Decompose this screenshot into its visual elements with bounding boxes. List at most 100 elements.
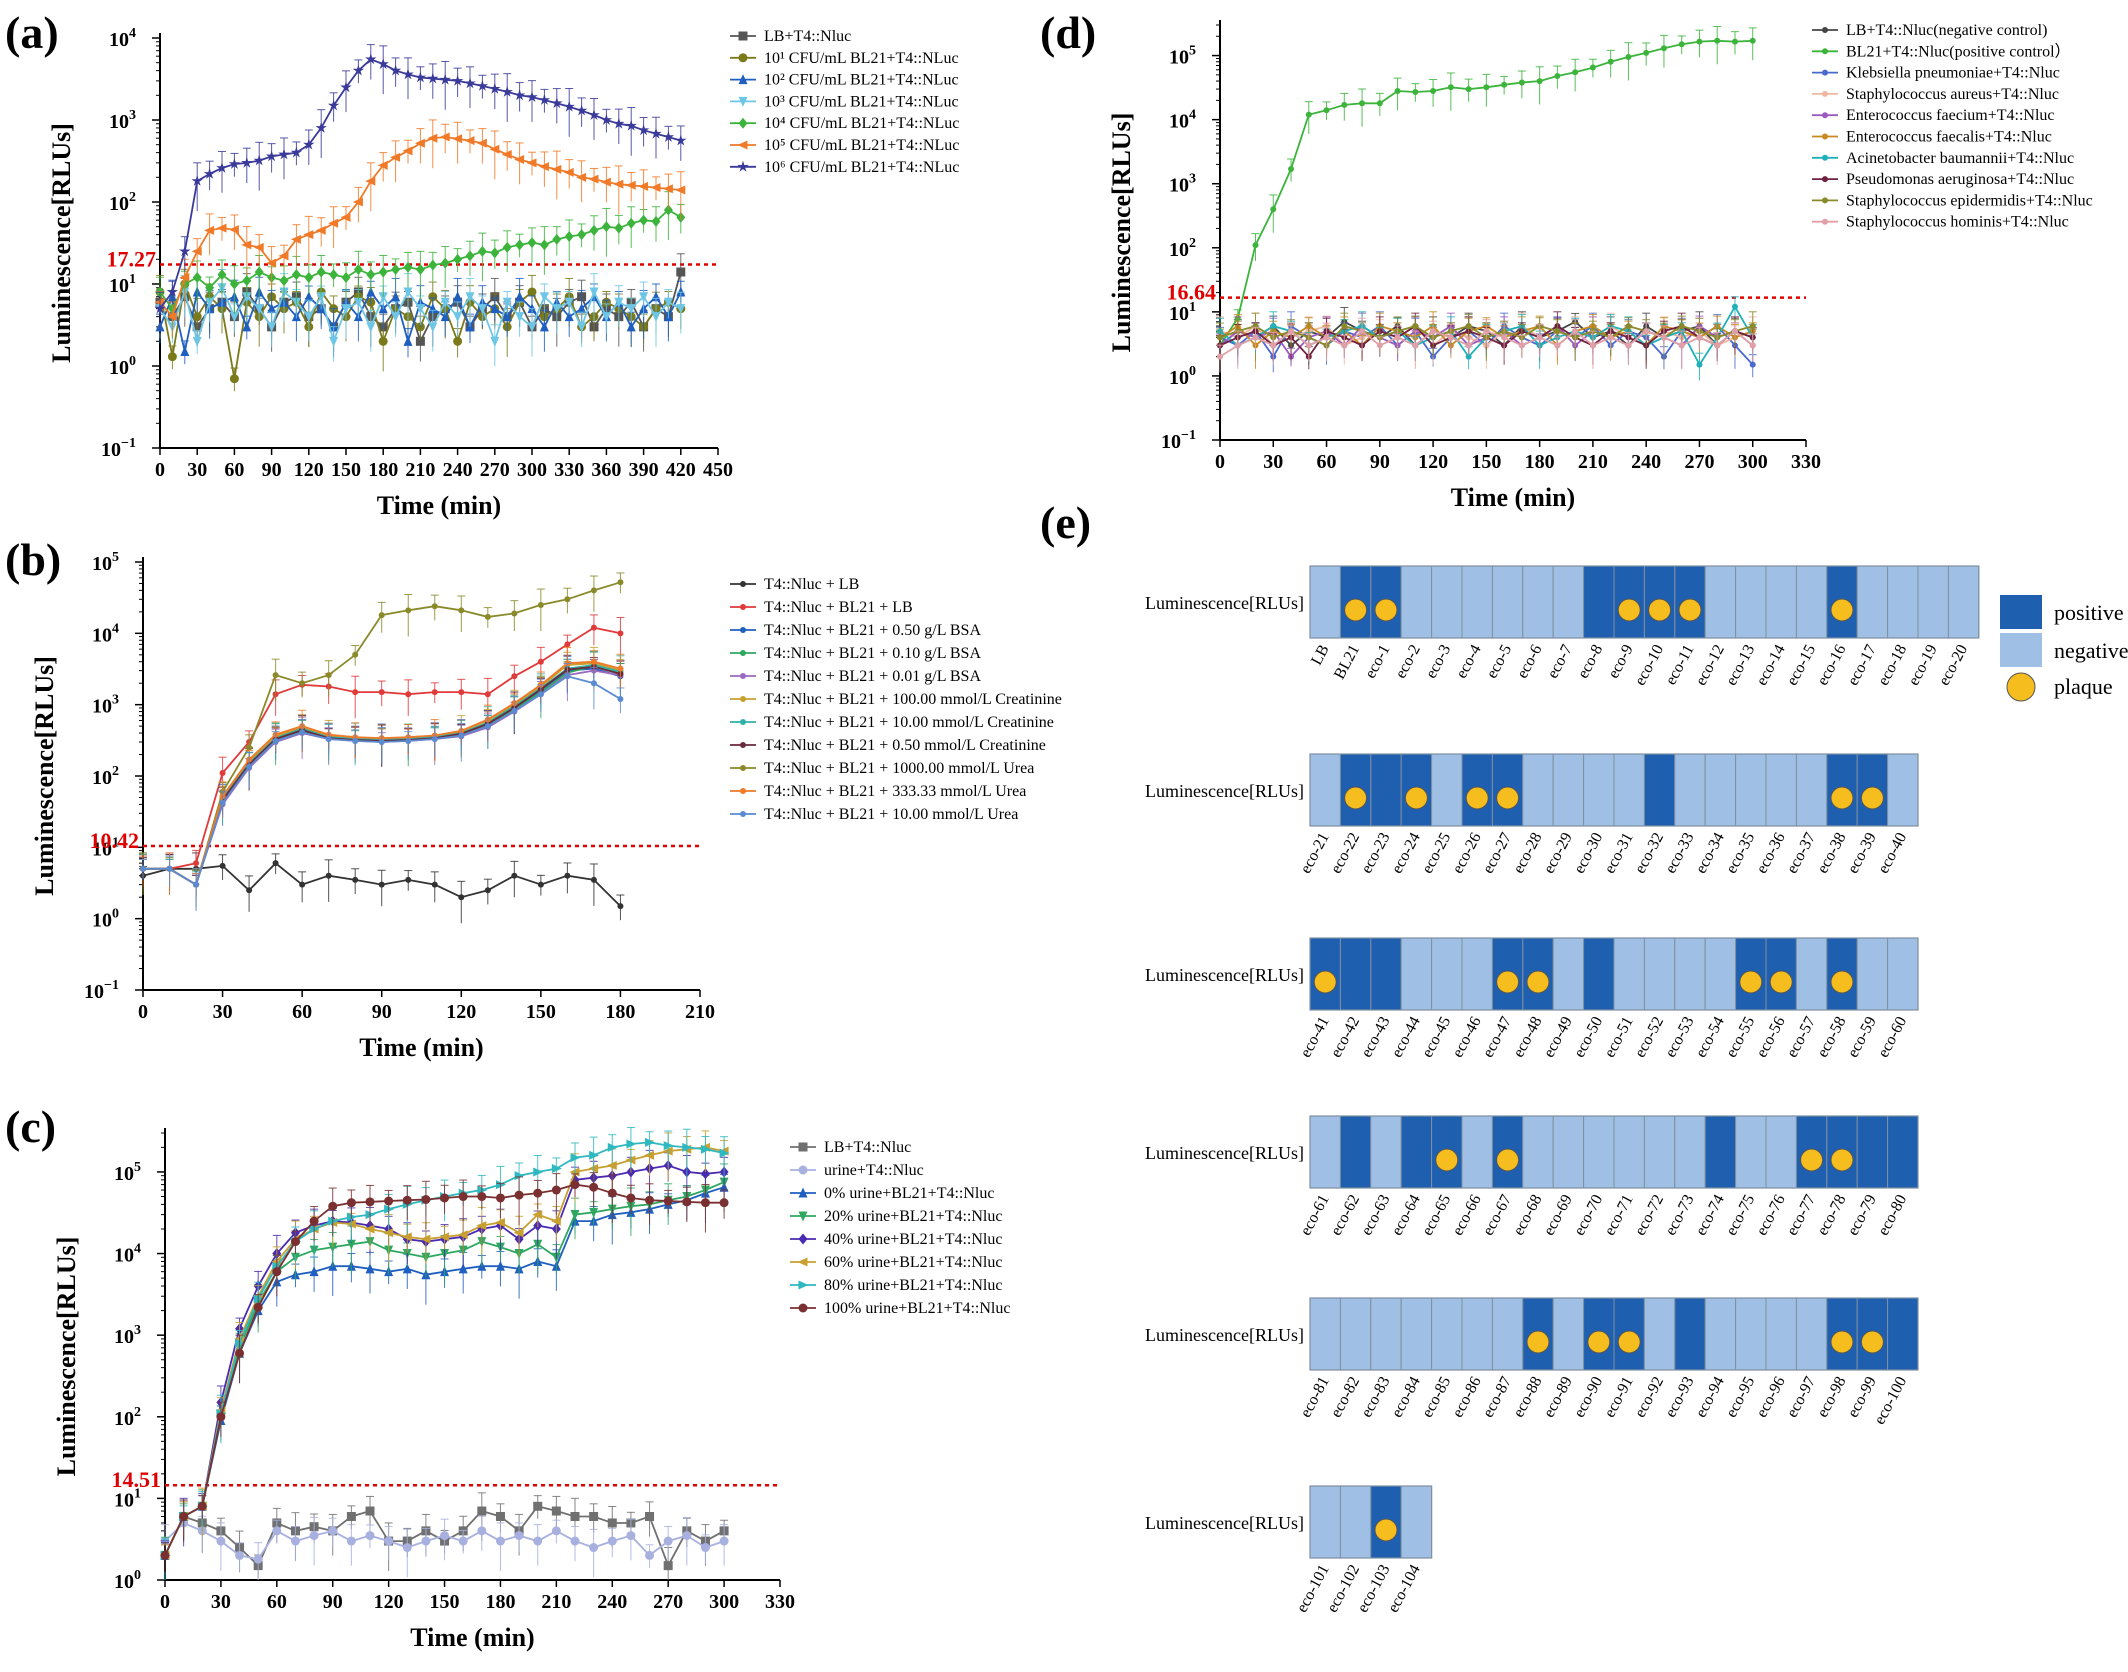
data-point [378,738,385,745]
negative-cell [1431,1297,1463,1371]
data-point [1714,342,1721,349]
x-tick-label: 30 [1263,451,1283,473]
data-point [328,218,339,228]
column-label: eco-87 [1480,1374,1515,1420]
data-point [551,1185,561,1195]
negative-cell [1339,1297,1372,1371]
plaque-dot [1648,598,1672,622]
data-point [644,1150,655,1160]
data-point [366,269,376,281]
x-tick-label: 450 [703,459,733,481]
data-point [495,1193,505,1203]
data-point [1305,111,1312,118]
y-tick-label: 105 [1169,44,1196,69]
data-point [662,184,673,194]
data-point [453,253,463,265]
data-point [607,1188,617,1198]
data-point [421,1536,431,1546]
data-point [428,322,438,333]
data-point [191,175,203,186]
panel-e: (e)Luminescence[RLUs]LBBL21eco-1eco-2eco… [1040,497,2128,1615]
data-point [537,881,544,888]
data-point [1554,328,1561,335]
column-label: eco-14 [1753,642,1788,688]
data-point [551,1506,561,1516]
series [1216,26,1757,365]
data-point [495,1260,505,1271]
row-label: Luminescence[RLUs] [1145,1143,1304,1163]
data-point [533,1536,543,1546]
data-point [303,230,314,240]
negative-cell [1400,1485,1433,1559]
data-point [229,374,239,384]
column-label: eco-19 [1905,642,1940,688]
legend-marker [797,1257,808,1267]
legend-entry: T4::Nluc + BL21 + 0.50 g/L BSA [764,622,981,639]
data-point [1749,361,1756,368]
negative-cell [1613,753,1645,827]
data-point [626,321,636,332]
data-point [589,1182,599,1192]
data-point [476,138,487,148]
negative-cell [1795,1297,1828,1371]
data-point [1394,334,1401,341]
negative-cell [1735,753,1767,827]
negative-cell [1552,753,1585,827]
legend-entry: 10⁵ CFU/mL BL21+T4::NLuc [764,137,959,154]
data-point [352,689,359,696]
data-point [626,1139,637,1149]
data-point [477,1192,487,1202]
data-point [352,197,363,207]
negative-cell [1491,1297,1524,1371]
data-point [490,336,500,347]
data-point [675,134,687,146]
data-point [617,696,624,703]
negative-cell [1491,565,1524,639]
data-point [1270,206,1277,213]
data-point [427,72,439,84]
data-point [353,264,363,276]
column-label: eco-81 [1297,1374,1332,1420]
x-tick-label: 210 [405,459,435,481]
data-point [266,258,277,268]
legend-entry: Klebsiella pneumoniae+T4::Nluc [1846,65,2060,82]
data-point [533,1501,543,1511]
negative-cell [1309,565,1341,639]
positive-cell [1583,937,1615,1011]
x-tick-label: 240 [597,1591,627,1613]
data-point [299,881,306,888]
column-label: eco-23 [1358,830,1393,876]
column-label: eco-42 [1328,1014,1363,1060]
data-point [489,144,500,154]
data-point [402,1543,412,1553]
positive-cell [1856,1115,1889,1189]
column-label: eco-72 [1632,1192,1667,1238]
negative-cell [1613,1115,1645,1189]
data-point [366,322,376,333]
row-label: Luminescence[RLUs] [1145,1325,1304,1345]
data-point [590,658,597,665]
legend-entry: LB+T4::Nluc(negative control) [1846,22,2047,39]
series-line [143,675,621,886]
legend-entry: T4::Nluc + BL21 + 100.00 mmol/L Creatini… [764,691,1062,708]
x-tick-label: 60 [224,459,244,481]
column-label: eco-55 [1723,1014,1758,1060]
legend-marker [798,1187,808,1198]
negative-cell [1704,937,1737,1011]
legend-entry: T4::Nluc + BL21 + 1000.00 mmol/L Urea [764,760,1034,777]
data-point [440,1193,450,1203]
data-point [325,672,332,679]
data-point [577,229,587,241]
data-point [600,177,611,187]
x-tick-label: 330 [765,1591,795,1613]
data-point [550,1216,561,1226]
data-point [495,1536,505,1546]
data-point [537,601,544,608]
column-label: eco-71 [1601,1192,1636,1238]
data-point [1554,342,1561,349]
legend-marker [740,811,746,817]
column-label: eco-7 [1544,642,1576,681]
x-tick-label: 0 [160,1591,170,1613]
x-tick-label: 210 [685,1001,715,1023]
data-point [539,239,549,251]
